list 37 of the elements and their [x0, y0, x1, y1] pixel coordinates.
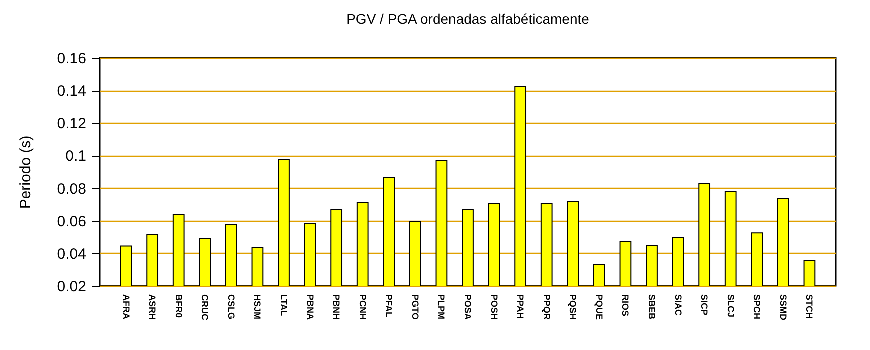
y-axis-title: Periodo (s)	[17, 136, 34, 210]
x-tick-label: RIOS	[620, 294, 631, 317]
x-tick-label: SICP	[700, 294, 710, 316]
y-tick-label: 0.12	[57, 116, 86, 133]
y-tick-label: 0.02	[57, 278, 86, 296]
y-tick-label: 0.06	[57, 213, 86, 230]
x-tick-label: PQSH	[568, 294, 578, 320]
x-tick-label: PPAH	[516, 294, 526, 319]
x-tick-label: SSMD	[778, 294, 788, 322]
x-tick-label: ASRH	[148, 294, 158, 320]
x-tick-label: PFAL	[384, 294, 394, 318]
x-tick-label: BFR0	[174, 294, 184, 318]
x-tick-label: PPQR	[542, 294, 552, 321]
x-tick-label: SPCH	[752, 294, 762, 320]
x-tick-label: POSH	[489, 294, 500, 320]
y-tick-label: 0.14	[57, 83, 86, 100]
x-tick-label: CSLG	[226, 294, 236, 320]
x-tick-label: POSA	[463, 294, 473, 321]
y-tick-label: 0.16	[57, 50, 86, 68]
y-tick-label: 0.08	[57, 180, 86, 198]
x-tick-label: PLPM	[436, 294, 447, 320]
y-tick-label: 0.1	[66, 148, 86, 166]
x-tick-label: SLCJ	[726, 294, 736, 318]
x-tick-label: STCH	[804, 294, 815, 319]
y-tick-label: 0.04	[57, 246, 86, 263]
x-tick-label: SIAC	[673, 294, 684, 317]
x-tick-label: PBNA	[305, 294, 316, 320]
x-tick-label: AFRA	[121, 294, 132, 320]
x-tick-label: PBNH	[332, 294, 342, 320]
x-tick-label: CRUC	[200, 294, 210, 321]
x-tick-label: PCNH	[358, 294, 368, 320]
x-tick-label: PQUE	[594, 294, 604, 320]
x-tick-label: LTAL	[279, 294, 289, 317]
x-tick-label: HSJM	[252, 294, 263, 320]
chart-title: PGV / PGA ordenadas alfabéticamente	[346, 11, 590, 27]
x-tick-label: PGTO	[410, 294, 420, 320]
x-tick-label: SBEB	[647, 294, 657, 320]
